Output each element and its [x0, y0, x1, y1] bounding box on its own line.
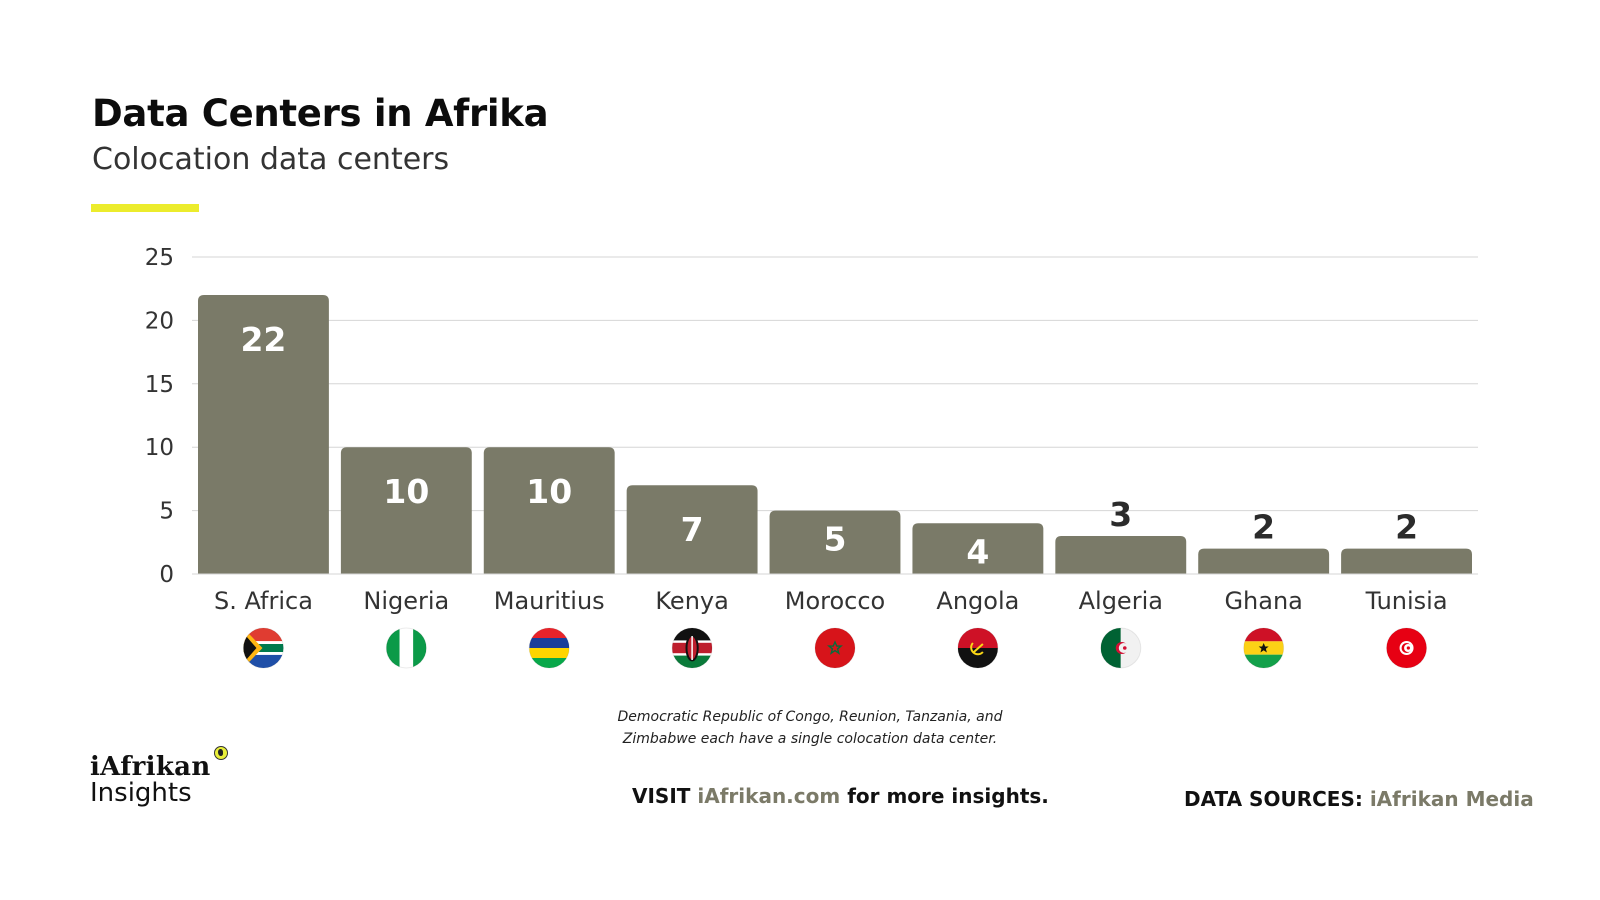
y-tick-label: 0	[159, 562, 174, 588]
x-tick-label: Kenya	[655, 587, 728, 615]
iafrikan-insights-logo[interactable]: iAfrikan Insights	[90, 746, 240, 822]
bar-morocco	[769, 510, 901, 574]
tunisia-flag-icon	[1386, 628, 1427, 668]
flag-outline	[528, 627, 570, 669]
x-tick-label: S. Africa	[214, 587, 313, 615]
visit-link[interactable]: iAfrikan.com	[697, 784, 841, 808]
data-sources-value: iAfrikan Media	[1369, 787, 1534, 811]
flag-outline	[385, 627, 427, 669]
data-sources: DATA SOURCES: iAfrikan Media	[1184, 787, 1534, 811]
algeria-flag-icon	[1100, 628, 1141, 668]
visit-prefix: VISIT	[632, 784, 691, 808]
bar-value-label: 4	[966, 532, 989, 571]
flag-outline	[1243, 627, 1285, 669]
footnote: Democratic Republic of Congo, Reunion, T…	[580, 706, 1040, 750]
ghana-flag-icon	[1243, 628, 1284, 668]
flag-outline	[814, 627, 856, 669]
flag-outline	[1100, 627, 1142, 669]
visit-website-text: VISIT iAfrikan.com for more insights.	[632, 784, 1049, 808]
bar-value-label: 2	[1252, 508, 1275, 547]
bar-angola	[912, 523, 1044, 574]
y-tick-label: 5	[159, 499, 174, 525]
bar-algeria	[1055, 535, 1187, 574]
visit-suffix: for more insights.	[847, 784, 1049, 808]
nigeria-flag-icon	[386, 628, 427, 668]
chart-title: Data Centers in Afrika	[92, 92, 549, 135]
bar-value-label: 10	[383, 472, 429, 511]
y-tick-label: 25	[145, 245, 174, 271]
kenya-flag-icon	[672, 628, 713, 668]
bar-tunisia	[1341, 548, 1472, 574]
bar-value-label: 2	[1395, 508, 1418, 547]
chart-subtitle: Colocation data centers	[92, 142, 450, 177]
bar-value-label: 22	[240, 320, 286, 359]
africa-map-icon	[214, 746, 228, 760]
bar-kenya	[626, 485, 758, 574]
y-tick-label: 15	[145, 372, 174, 398]
flag-outline	[671, 627, 713, 669]
bar-s-africa	[198, 295, 329, 574]
flag-outline	[957, 627, 999, 669]
x-tick-label: Mauritius	[494, 587, 605, 615]
bar-value-label: 3	[1109, 495, 1132, 534]
logo-name: iAfrikan	[90, 752, 211, 782]
bar-mauritius	[483, 447, 615, 574]
data-sources-label: DATA SOURCES:	[1184, 787, 1363, 811]
x-tick-label: Angola	[936, 587, 1019, 615]
bar-ghana	[1198, 548, 1330, 574]
y-tick-label: 20	[145, 308, 174, 334]
footnote-line-2: Zimbabwe each have a single colocation d…	[622, 731, 998, 747]
bar-value-label: 7	[681, 510, 704, 549]
angola-flag-icon	[957, 628, 998, 668]
bar-value-label: 5	[824, 520, 847, 559]
x-tick-label: Ghana	[1224, 587, 1302, 615]
morocco-flag-icon	[815, 628, 855, 668]
x-tick-label: Tunisia	[1365, 587, 1448, 615]
flag-outline	[1386, 627, 1428, 669]
title-accent-bar	[91, 204, 199, 212]
x-tick-label: Nigeria	[363, 587, 449, 615]
bar-nigeria	[340, 447, 472, 574]
bar-value-label: 10	[526, 472, 572, 511]
x-tick-label: Algeria	[1079, 587, 1163, 615]
y-tick-label: 10	[145, 435, 174, 461]
flag-outline	[242, 627, 284, 669]
logo-sub: Insights	[90, 778, 192, 808]
south-africa-flag-icon	[243, 628, 284, 668]
x-tick-label: Morocco	[785, 587, 886, 615]
mauritius-flag-icon	[529, 628, 570, 668]
footnote-line-1: Democratic Republic of Congo, Reunion, T…	[617, 709, 1003, 725]
